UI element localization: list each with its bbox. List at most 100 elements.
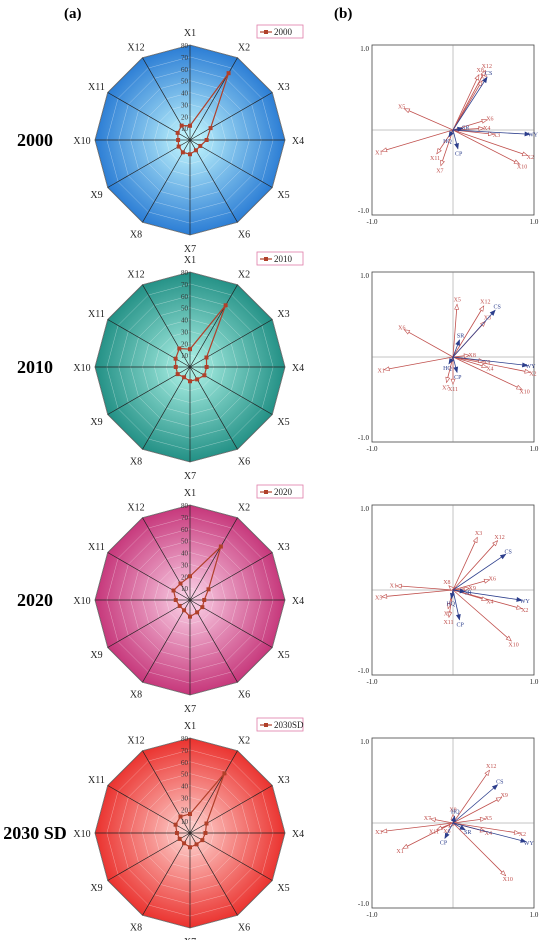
radar-spoke	[142, 832, 191, 916]
biplot-variable-arrowhead	[380, 828, 388, 834]
radar-point	[178, 581, 183, 586]
biplot-response-arrowhead	[482, 76, 488, 84]
radar-point	[204, 365, 209, 369]
biplot-variable-arrowhead	[495, 797, 503, 803]
panel-label-b: (b)	[334, 6, 352, 22]
legend-label: 2010	[274, 254, 293, 264]
biplot-response-label: CP	[440, 841, 448, 847]
biplot-variable-label: X8	[443, 580, 450, 586]
biplot-ytick-min: -1.0	[358, 207, 370, 215]
radar-tick-label: 50	[181, 771, 189, 779]
radar-category-label: X10	[73, 363, 90, 374]
biplot-variable-label: X3	[493, 133, 500, 139]
biplot-variable-arrow	[404, 108, 454, 131]
radar-point	[171, 588, 176, 593]
biplot-response-arrowhead	[448, 130, 454, 138]
biplot-response-label: WY	[528, 133, 539, 139]
biplot-variable-label: X6	[489, 576, 496, 582]
radar-category-label: X6	[238, 923, 250, 934]
radar-category-label: X12	[127, 735, 144, 746]
radar-point	[175, 372, 180, 377]
radar-point	[179, 123, 184, 128]
biplot-variable-arrowhead	[380, 147, 388, 153]
radar-point	[174, 831, 179, 835]
radar-tick-label: 30	[181, 561, 189, 569]
radar-tick-label: 20	[181, 113, 189, 121]
biplot-response-arrowhead	[449, 592, 455, 600]
biplot-response-arrowhead	[455, 614, 461, 621]
radar-point	[198, 143, 203, 148]
biplot-variable-arrowhead	[516, 384, 523, 390]
row-3: 2020 10 20 30 40 50 60 70 80 X1 X2 X3 X4 X5 X6 X7 X8 X9 X1…	[17, 484, 539, 715]
radar-tick-label: 60	[181, 293, 189, 301]
biplot-variable-label: X7	[442, 385, 449, 391]
radar-category-label: X3	[277, 309, 289, 320]
radar-point	[202, 373, 207, 378]
biplot-variable-label: X3	[375, 830, 382, 836]
biplot-response-arrowhead	[516, 597, 523, 602]
radar-category-label: X7	[184, 937, 196, 940]
biplot-response-arrow	[452, 309, 496, 358]
radar-spoke	[189, 139, 238, 223]
biplot-response-label: HQ	[443, 139, 452, 145]
biplot-variable-arrowhead	[447, 611, 453, 618]
biplot-response-arrowhead	[454, 142, 459, 150]
biplot-response-arrowhead	[521, 362, 529, 368]
radar-category-label: X6	[238, 230, 250, 241]
biplot-variable-arrowhead	[472, 536, 478, 544]
biplot-xtick-min: -1.0	[366, 218, 378, 226]
biplot-variable-arrowhead	[477, 80, 483, 87]
biplot-variable-label: X1	[378, 369, 385, 375]
biplot: 1.0-1.0-1.01.0X1X2X3X4X5X6X7X8X9X10X11X1…	[358, 271, 539, 453]
radar-point	[218, 544, 223, 549]
radar-tick-label: 20	[181, 806, 189, 814]
radar-category-label: X4	[292, 829, 304, 840]
radar-category-label: X11	[88, 82, 105, 93]
biplot-variable-label: X7	[424, 816, 431, 822]
biplot-variable-arrowhead	[380, 593, 388, 599]
biplot-variable-label: X10	[508, 642, 518, 648]
biplot-variable-label: X9	[483, 360, 490, 366]
row-4: 2030 SD 10 20 30 40 50 60 70 80 X1 X2 X3 X4 X5 X6 X7 X8 X…	[3, 717, 539, 940]
radar-tick-label: 60	[181, 66, 189, 74]
radar-category-label: X10	[73, 596, 90, 607]
legend-box	[256, 251, 304, 266]
radar-point	[173, 598, 178, 602]
year-label: 2020	[17, 590, 53, 610]
radar-tick-label: 20	[181, 340, 189, 348]
radar-spoke	[189, 832, 238, 916]
biplot-variable-label: X7	[436, 168, 443, 174]
radar-tick-label: 80	[181, 502, 189, 510]
radar-category-label: X8	[130, 230, 142, 241]
radar-category-label: X8	[130, 923, 142, 934]
biplot-variable-arrow	[452, 356, 523, 390]
radar-point	[182, 841, 187, 846]
biplot-response-arrowhead	[457, 126, 464, 132]
radar-point	[188, 379, 192, 384]
radar-tick-label: 50	[181, 305, 189, 313]
biplot-variable-arrowhead	[440, 159, 445, 167]
radar-spoke	[107, 599, 191, 648]
biplot-variable-arrow	[402, 822, 454, 849]
radar-tick-label: 10	[181, 352, 189, 360]
radar-point	[188, 614, 192, 619]
legend-marker	[264, 723, 268, 727]
legend-box	[256, 484, 304, 499]
radar-point	[200, 605, 205, 610]
year-label: 2030 SD	[3, 823, 67, 843]
biplot-variable-label: X2	[519, 832, 526, 838]
legend-label: 2000	[274, 27, 293, 37]
biplot-variable-arrow	[452, 304, 458, 358]
biplot-variable-arrowhead	[500, 870, 507, 877]
biplot-variable-arrowhead	[383, 366, 390, 372]
biplot-variable-label: X5	[375, 595, 382, 601]
biplot-variable-arrowhead	[478, 126, 485, 132]
radar-point	[226, 71, 231, 76]
radar-spoke	[142, 599, 191, 683]
radar-point	[222, 771, 227, 776]
biplot-variable-label: X10	[517, 164, 527, 170]
radar-tick-label: 40	[181, 550, 189, 558]
biplot-xtick-max: 1.0	[530, 678, 539, 686]
biplot-xtick-max: 1.0	[530, 218, 539, 226]
biplot-ytick-max: 1.0	[360, 505, 369, 513]
